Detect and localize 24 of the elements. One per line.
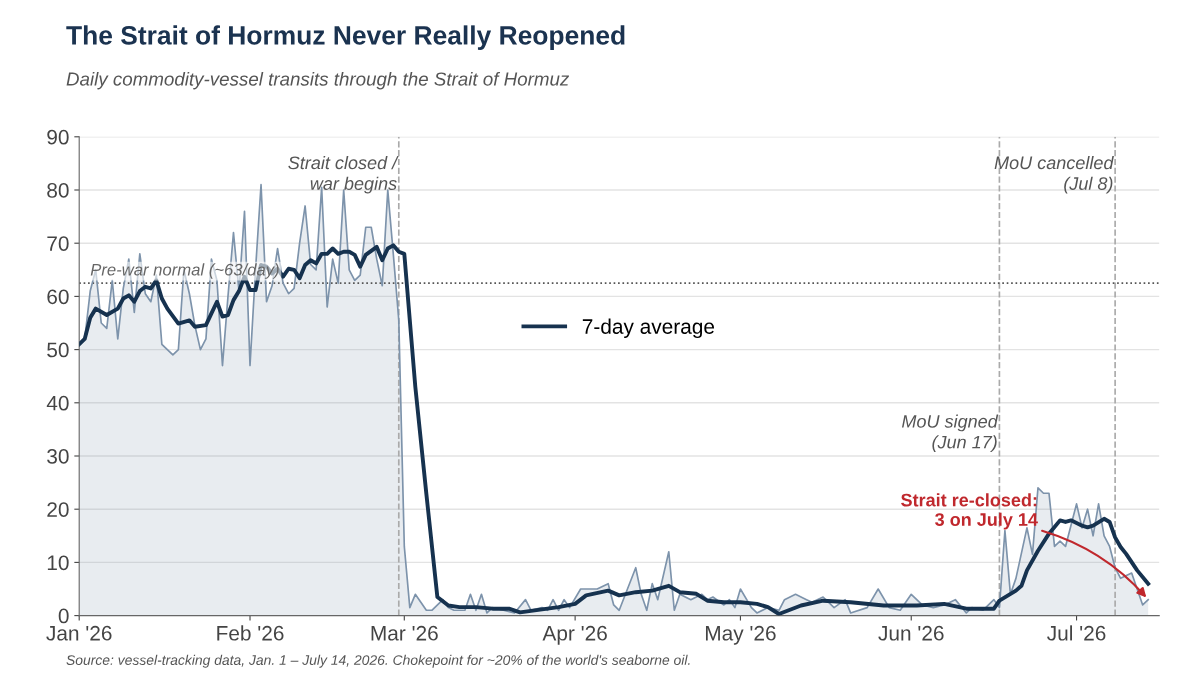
y-tick-label: 70	[47, 236, 69, 251]
chart-subtitle: Daily commodity-vessel transits through the Strait of Hormuz	[66, 71, 570, 90]
y-tick-label: 10	[47, 555, 69, 571]
x-tick-label: Jan '26	[46, 625, 112, 641]
legend-label: 7-day average	[582, 318, 715, 339]
ref-line-label: MoU cancelled (Jul 8)	[994, 155, 1114, 194]
y-tick-label: 60	[47, 289, 69, 305]
y-tick-label: 80	[47, 183, 69, 198]
x-tick-label: Apr '26	[542, 625, 607, 645]
y-tick-label: 40	[46, 395, 69, 411]
y-tick-label: 50	[47, 342, 69, 358]
x-tick-label: Feb '26	[217, 625, 284, 641]
y-tick-label: 90	[47, 129, 69, 145]
y-tick-label: 0	[58, 608, 69, 624]
x-tick-label: Mar '26	[371, 625, 438, 641]
x-tick-label: Jul '26	[1047, 625, 1106, 641]
source-note: Source: vessel-tracking data, Jan. 1 – July 14, 2026. Chokepoint for ~20% of the world's seaborne oil.	[66, 654, 690, 668]
y-tick-label: 20	[47, 502, 69, 517]
chart-title: The Strait of Hormuz Never Really Reopened	[66, 25, 625, 50]
ref-line-label: MoU signed (Jun 17)	[901, 414, 999, 453]
ref-line-label: Strait closed / war begins	[288, 155, 399, 194]
x-tick-label: May '26	[705, 625, 776, 645]
y-tick-label: 30	[47, 449, 69, 464]
x-tick-label: Jun '26	[878, 625, 944, 641]
